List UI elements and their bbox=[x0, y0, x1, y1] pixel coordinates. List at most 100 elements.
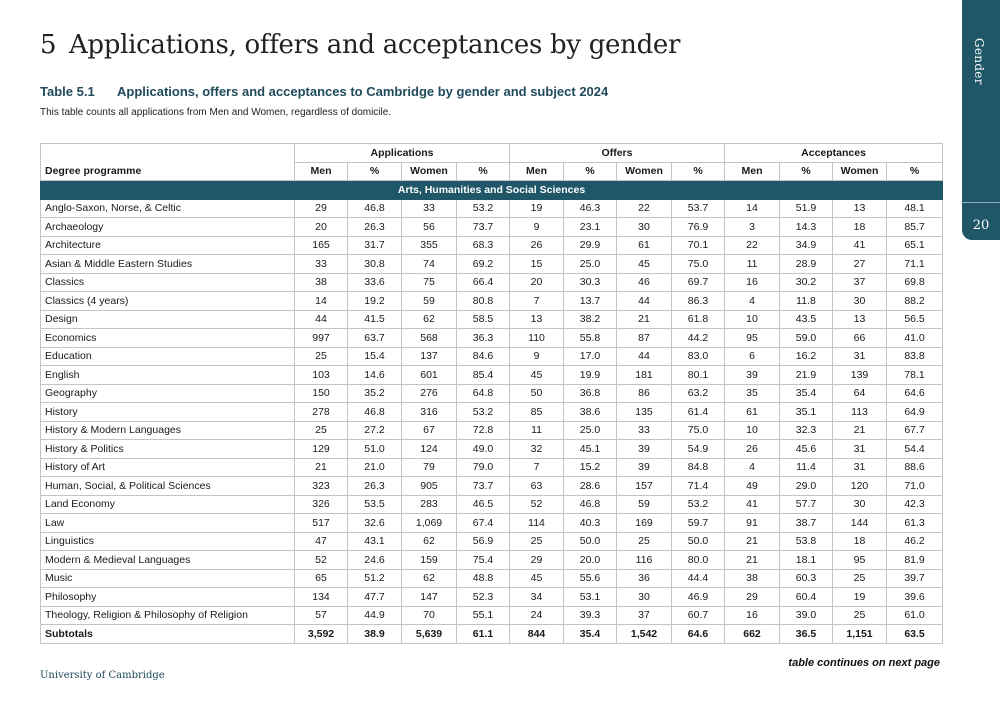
table-cell: 70 bbox=[401, 605, 457, 625]
table-cell: 25 bbox=[509, 531, 565, 551]
table-cell: 84.8 bbox=[671, 457, 726, 477]
table-cell: 13.7 bbox=[563, 291, 618, 311]
table-cell: 56.9 bbox=[455, 531, 511, 551]
table-cell: 63 bbox=[509, 476, 565, 496]
table-cell: 75.0 bbox=[671, 420, 726, 440]
table-cell: 64.6 bbox=[886, 383, 944, 403]
table-cell: 61.8 bbox=[671, 309, 726, 329]
table-cell: 3 bbox=[724, 217, 781, 237]
table-row: History 278 46.8 316 53.2 85 38.6 135 61.4 61 35.1… bbox=[40, 402, 944, 422]
table-cell: 33 bbox=[616, 420, 673, 440]
table-cell: 29 bbox=[724, 587, 781, 607]
table-cell: 33 bbox=[294, 254, 348, 274]
table-row: Archaeology 20 26.3 56 73.7 9 23.1 30 76.9 3 14.3 1… bbox=[40, 217, 944, 237]
table-cell: 19.2 bbox=[347, 291, 402, 311]
side-divider bbox=[962, 202, 1000, 203]
sub-header: Women bbox=[616, 161, 673, 181]
table-cell: 44.2 bbox=[671, 328, 726, 348]
table-row: Classics 38 33.6 75 66.4 20 30.3 46 69.7 16 30.2 37… bbox=[40, 272, 944, 292]
table-cell: 169 bbox=[616, 513, 673, 533]
table-cell: 59.0 bbox=[779, 328, 834, 348]
table-cell: 283 bbox=[401, 494, 457, 514]
table-cell: 51.9 bbox=[779, 198, 834, 218]
table-cell: 59 bbox=[401, 291, 457, 311]
table-cell: 38.2 bbox=[563, 309, 618, 329]
table-cell: 62 bbox=[401, 568, 457, 588]
table-cell: 86.3 bbox=[671, 291, 726, 311]
programme-name: Geography bbox=[40, 383, 295, 403]
table-cell: 64.8 bbox=[455, 383, 511, 403]
table-cell: 25.0 bbox=[563, 420, 618, 440]
programme-name: Music bbox=[40, 568, 295, 588]
table-cell: 46.5 bbox=[455, 494, 511, 514]
table-cell: 46.2 bbox=[886, 531, 944, 551]
table-cell: 62 bbox=[401, 309, 457, 329]
sub-header: Men bbox=[509, 161, 565, 181]
table-cell: 65.1 bbox=[886, 235, 944, 255]
table-cell: 41.0 bbox=[886, 328, 944, 348]
table-cell: 21 bbox=[724, 531, 781, 551]
table-cell: 49.0 bbox=[455, 439, 511, 459]
table-cell: 31.7 bbox=[347, 235, 402, 255]
table-cell: 601 bbox=[401, 365, 457, 385]
table-cell: 35.2 bbox=[347, 383, 402, 403]
programme-name: Architecture bbox=[40, 235, 295, 255]
table-cell: 276 bbox=[401, 383, 457, 403]
table-cell: 29.9 bbox=[563, 235, 618, 255]
table-cell: 43.5 bbox=[779, 309, 834, 329]
table-row: History & Politics 129 51.0 124 49.0 32 45.1 39… bbox=[40, 439, 944, 459]
table-cell: 44 bbox=[616, 291, 673, 311]
table-cell: 15.4 bbox=[347, 346, 402, 366]
table-cell: 662 bbox=[724, 624, 781, 644]
table-row: Theology, Religion & Philosophy of Relig… bbox=[40, 605, 944, 625]
programme-name: Archaeology bbox=[40, 217, 295, 237]
table-cell: 11.4 bbox=[779, 457, 834, 477]
table-cell: 66.4 bbox=[455, 272, 511, 292]
chapter-side-tab bbox=[962, 0, 1000, 240]
table-cell: 22 bbox=[724, 235, 781, 255]
table-cell: 21.9 bbox=[779, 365, 834, 385]
table-cell: 10 bbox=[724, 420, 781, 440]
table-cell: 135 bbox=[616, 402, 673, 422]
programme-name: Subtotals bbox=[40, 624, 295, 644]
programme-name: Law bbox=[40, 513, 295, 533]
table-cell: 61 bbox=[724, 402, 781, 422]
table-cell: 85.4 bbox=[455, 365, 511, 385]
table-cell: 95 bbox=[724, 328, 781, 348]
table-cell: 52 bbox=[294, 550, 348, 570]
group-header-applications: Applications bbox=[293, 143, 511, 163]
table-cell: 29.0 bbox=[779, 476, 834, 496]
table-cell: 31 bbox=[832, 457, 888, 477]
table-cell: 323 bbox=[294, 476, 348, 496]
table-cell: 355 bbox=[401, 235, 457, 255]
table-cell: 45.6 bbox=[779, 439, 834, 459]
table-cell: 54.4 bbox=[886, 439, 944, 459]
table-cell: 45 bbox=[616, 254, 673, 274]
table-cell: 38.6 bbox=[563, 402, 618, 422]
table-cell: 47.7 bbox=[347, 587, 402, 607]
table-cell: 85.7 bbox=[886, 217, 944, 237]
table-cell: 26.3 bbox=[347, 217, 402, 237]
table-row: Education 25 15.4 137 84.6 9 17.0 44 83.0 6 16.2 31… bbox=[40, 346, 944, 366]
table-cell: 52.3 bbox=[455, 587, 511, 607]
table-cell: 16 bbox=[724, 272, 781, 292]
table-cell: 36.5 bbox=[779, 624, 834, 644]
programme-name: Education bbox=[40, 346, 295, 366]
table-cell: 24 bbox=[509, 605, 565, 625]
sub-header: % bbox=[671, 161, 726, 181]
table-cell: 53.2 bbox=[671, 494, 726, 514]
table-cell: 50.0 bbox=[671, 531, 726, 551]
table-cell: 27.2 bbox=[347, 420, 402, 440]
table-cell: 53.2 bbox=[455, 402, 511, 422]
table-cell: 181 bbox=[616, 365, 673, 385]
sub-header: % bbox=[455, 161, 511, 181]
table-cell: 44.4 bbox=[671, 568, 726, 588]
table-cell: 80.8 bbox=[455, 291, 511, 311]
table-cell: 147 bbox=[401, 587, 457, 607]
table-cell: 29 bbox=[509, 550, 565, 570]
table-cell: 81.9 bbox=[886, 550, 944, 570]
table-cell: 45 bbox=[509, 568, 565, 588]
table-cell: 66 bbox=[832, 328, 888, 348]
table-cell: 48.8 bbox=[455, 568, 511, 588]
table-cell: 110 bbox=[509, 328, 565, 348]
